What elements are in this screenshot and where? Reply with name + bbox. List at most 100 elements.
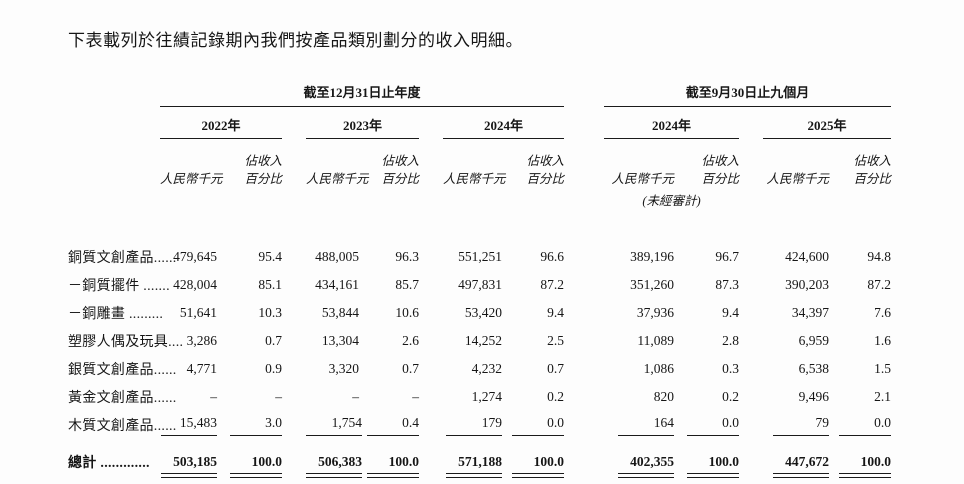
pct-header: 佔收入 百分比 <box>853 154 892 186</box>
column-gap <box>282 383 306 411</box>
group-gap <box>564 411 604 439</box>
row-label: －銅雕畫 ......... <box>68 307 164 322</box>
cell-pct: 3.0 <box>217 411 282 439</box>
cell-value: 6,538 <box>798 361 830 376</box>
cell-pct: 0.7 <box>265 333 282 348</box>
table-row: 黃金文創產品...... – – – – 1,274 0.2 820 0.2 9… <box>68 383 891 411</box>
group-gap <box>564 82 604 107</box>
spacer-row <box>68 209 891 243</box>
cell-pct: 7.6 <box>874 305 892 320</box>
cell-pct: 100.0 <box>829 439 892 479</box>
column-gap <box>282 327 306 355</box>
value-unit-header: 人民幣千元 <box>766 171 830 186</box>
table-row: 銀質文創產品...... 4,771 0.9 3,320 0.7 4,232 0… <box>68 355 891 383</box>
value-unit-header: 人民幣千元 <box>443 171 506 186</box>
cell-value: 390,203 <box>785 277 830 292</box>
cell-pct: 95.4 <box>258 249 282 264</box>
row-label: 黃金文創產品...... <box>68 391 177 406</box>
group-gap <box>564 107 604 139</box>
cell-value: 3,286 <box>186 333 217 348</box>
cell-value: – <box>210 389 217 404</box>
value-unit-header: 人民幣千元 <box>611 171 675 186</box>
cell-value: 15,483 <box>160 411 217 439</box>
cell-value: 497,831 <box>458 277 502 292</box>
cell-pct: 100.0 <box>502 439 565 479</box>
column-gap <box>419 439 443 479</box>
group-header-nine-month: 截至9月30日止九個月 <box>604 82 892 107</box>
cell-value: 428,004 <box>173 277 217 292</box>
cell-pct: 87.2 <box>867 277 892 292</box>
column-gap <box>739 107 763 139</box>
column-gap <box>419 299 443 327</box>
cell-pct: 10.6 <box>395 305 419 320</box>
year-header-row: 2022年 2023年 2024年 2024年 2025年 <box>68 106 892 139</box>
column-gap <box>419 355 443 383</box>
cell-pct: 0.0 <box>674 411 740 439</box>
unaudited-row: (未經審計) <box>68 188 891 209</box>
group-gap <box>564 271 604 299</box>
group-gap <box>564 327 604 355</box>
column-gap <box>419 327 443 355</box>
cell-value: 488,005 <box>315 249 359 264</box>
cell-pct: 0.7 <box>547 361 565 376</box>
column-gap <box>739 439 763 479</box>
group-gap <box>564 243 604 271</box>
column-gap <box>282 271 306 299</box>
table-row: －銅雕畫 ......... 51,641 10.3 53,844 10.6 5… <box>68 299 891 327</box>
cell-value: 551,251 <box>458 249 502 264</box>
cell-value: 53,420 <box>464 305 502 320</box>
total-row: 總計 ............. 503,185 100.0 506,383 1… <box>68 439 892 479</box>
cell-value: 13,304 <box>321 333 359 348</box>
cell-pct: – <box>412 389 419 404</box>
cell-pct: 96.7 <box>715 249 740 264</box>
cell-pct: 0.3 <box>722 361 740 376</box>
cell-pct: 0.9 <box>265 361 282 376</box>
cell-value: 6,959 <box>798 333 830 348</box>
cell-value: 51,641 <box>179 305 217 320</box>
cell-pct: 0.7 <box>402 361 419 376</box>
cell-pct: – <box>275 389 282 404</box>
value-unit-header: 人民幣千元 <box>160 171 223 186</box>
cell-pct: 100.0 <box>217 439 282 479</box>
column-gap <box>419 107 443 139</box>
cell-pct: 1.5 <box>874 361 892 376</box>
group-header-annual: 截至12月31日止年度 <box>160 82 565 107</box>
cell-value: 571,188 <box>443 439 502 479</box>
group-header-row: 截至12月31日止年度 截至9月30日止九個月 <box>68 82 892 107</box>
pct-header: 佔收入 百分比 <box>381 154 419 186</box>
cell-pct: 0.0 <box>829 411 892 439</box>
subheader-row: 人民幣千元 佔收入 百分比 人民幣千元 佔收入 百分比 人民幣千元 佔收入 百分比 人… <box>68 139 891 189</box>
column-gap <box>282 411 306 439</box>
row-label: 銅質文創產品...... <box>68 251 177 266</box>
cell-value: 506,383 <box>306 439 362 479</box>
column-gap <box>739 411 763 439</box>
column-gap <box>739 355 763 383</box>
cell-pct: 2.8 <box>722 333 740 348</box>
cell-value: 447,672 <box>763 439 830 479</box>
group-gap <box>564 383 604 411</box>
table-row: 銅質文創產品...... 479,645 95.4 488,005 96.3 5… <box>68 243 891 271</box>
cell-pct: 9.4 <box>722 305 740 320</box>
column-gap <box>282 243 306 271</box>
cell-pct: 9.4 <box>547 305 565 320</box>
column-gap <box>739 327 763 355</box>
column-gap <box>419 383 443 411</box>
cell-value: 4,771 <box>186 361 217 376</box>
pct-header: 佔收入 百分比 <box>701 154 740 186</box>
revenue-table: 截至12月31日止年度 截至9月30日止九個月 2022年 2023年 2024… <box>68 82 892 479</box>
year-header-2024: 2024年 <box>443 106 565 139</box>
cell-pct: 0.0 <box>502 411 565 439</box>
cell-pct: 87.3 <box>715 277 740 292</box>
group-gap <box>564 139 604 189</box>
column-gap <box>282 355 306 383</box>
cell-pct: 0.2 <box>722 389 740 404</box>
group-gap <box>564 355 604 383</box>
row-label: 銀質文創產品...... <box>68 363 177 378</box>
cell-pct: 2.6 <box>402 333 419 348</box>
cell-value: 11,089 <box>637 333 675 348</box>
cell-pct: 0.4 <box>359 411 419 439</box>
pct-header: 佔收入 百分比 <box>244 154 282 186</box>
table-row: 木質文創產品...... 15,483 3.0 1,754 0.4 179 0.… <box>68 411 892 439</box>
cell-value: 351,260 <box>630 277 675 292</box>
cell-value: 53,844 <box>321 305 359 320</box>
